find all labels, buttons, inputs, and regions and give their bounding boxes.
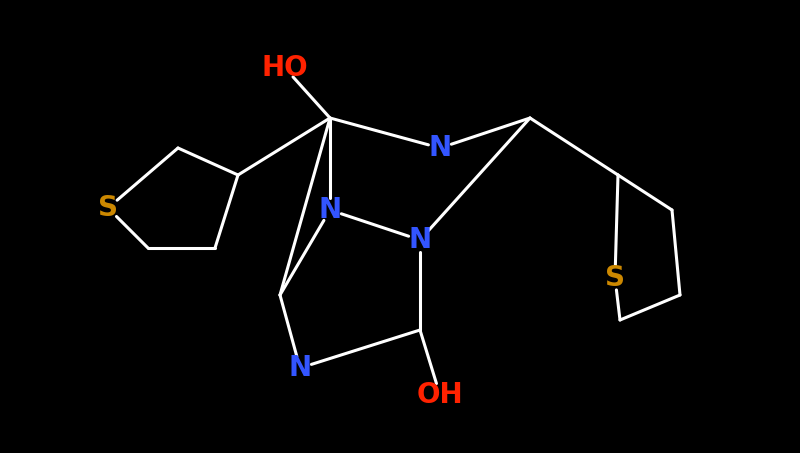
Text: S: S	[605, 264, 625, 292]
Text: HO: HO	[262, 54, 308, 82]
Text: N: N	[429, 134, 451, 162]
Text: N: N	[409, 226, 431, 254]
Text: S: S	[98, 194, 118, 222]
Text: N: N	[318, 196, 342, 224]
Text: OH: OH	[417, 381, 463, 409]
Text: N: N	[289, 354, 311, 382]
